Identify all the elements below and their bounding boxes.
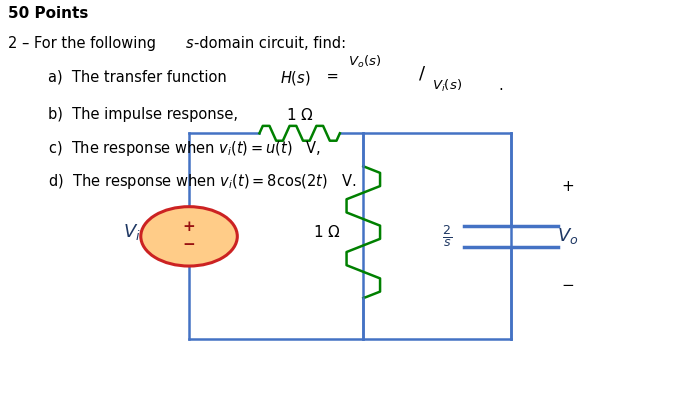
Text: +: + [182, 220, 195, 234]
Text: $V_o$: $V_o$ [557, 226, 579, 247]
Text: /: / [419, 64, 425, 82]
Text: .: . [499, 78, 503, 93]
Text: −: − [561, 278, 574, 293]
Text: $V_i$: $V_i$ [123, 222, 141, 242]
Text: 1 $\Omega$: 1 $\Omega$ [313, 224, 341, 240]
Text: $V_o(s)$: $V_o(s)$ [348, 54, 381, 70]
Text: d)  The response when $v_i(t) = 8\cos(2t)$   V.: d) The response when $v_i(t) = 8\cos(2t)… [48, 173, 357, 191]
Text: a)  The transfer function: a) The transfer function [48, 69, 232, 84]
Text: -domain circuit, find:: -domain circuit, find: [194, 37, 347, 51]
Text: 50 Points: 50 Points [8, 5, 88, 20]
Text: 1 $\Omega$: 1 $\Omega$ [286, 107, 314, 123]
Text: c)  The response when $v_i(t) = u(t)$   V,: c) The response when $v_i(t) = u(t)$ V, [48, 139, 322, 159]
Text: +: + [561, 179, 574, 194]
Circle shape [141, 207, 238, 266]
Text: $H(s)$: $H(s)$ [279, 69, 310, 88]
Text: $V_i(s)$: $V_i(s)$ [432, 78, 462, 94]
Text: s: s [186, 37, 193, 51]
Text: b)  The impulse response,: b) The impulse response, [48, 107, 238, 122]
Text: $\frac{2}{s}$: $\frac{2}{s}$ [442, 224, 452, 249]
Text: 2 – For the following: 2 – For the following [8, 37, 161, 51]
Text: −: − [182, 239, 195, 252]
Text: =: = [322, 69, 343, 84]
